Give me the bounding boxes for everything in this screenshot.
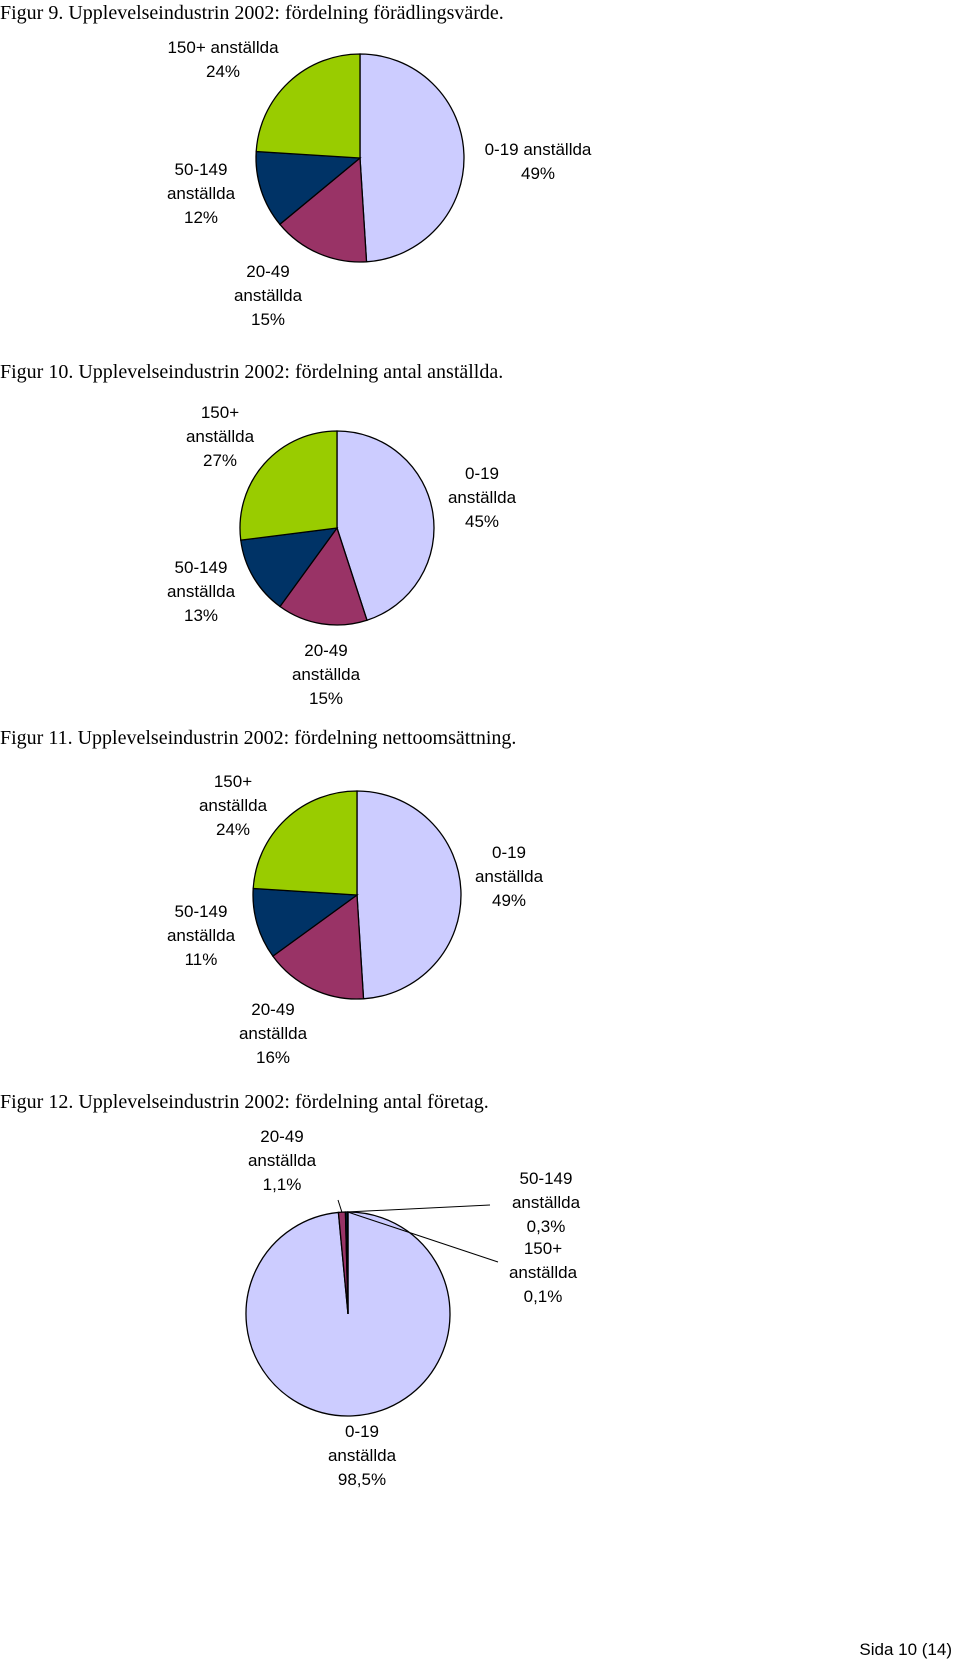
slice-value: 49% xyxy=(491,891,527,910)
chart-title: Figur 9. Upplevelseindustrin 2002: förde… xyxy=(0,2,504,24)
slice-category: 50-149 anställda xyxy=(511,1169,581,1212)
pie-slice xyxy=(278,156,368,263)
slice-label: 150+ anställda 24% xyxy=(188,770,278,842)
slice-category: 50-149 anställda xyxy=(166,160,236,203)
slice-label: 20-49 anställda 1,1% xyxy=(237,1125,327,1197)
leader-line xyxy=(347,1211,499,1263)
slice-label: 150+ anställda 24% xyxy=(138,36,308,84)
slice-value: 1,1% xyxy=(262,1175,302,1194)
pie-slice xyxy=(255,53,361,159)
pie-slice xyxy=(252,790,358,896)
slice-category: 150+ anställda xyxy=(167,38,279,57)
slice-label: 0-19 anställda 45% xyxy=(437,462,527,534)
pie-slice xyxy=(255,150,362,226)
slice-value: 11% xyxy=(184,950,218,969)
slice-category: 20-49 anställda xyxy=(247,1127,317,1170)
slice-value: 27% xyxy=(202,451,238,470)
pie-slice xyxy=(359,53,465,263)
slice-category: 20-49 anställda xyxy=(238,1000,308,1043)
chart-title: Figur 12. Upplevelseindustrin 2002: förd… xyxy=(0,1091,489,1113)
slice-label: 50-149 anställda 11% xyxy=(156,900,246,972)
slice-value: 13% xyxy=(183,606,219,625)
slice-label: 50-149 anställda 13% xyxy=(156,556,246,628)
slice-label: 20-49 anställda 16% xyxy=(228,998,318,1070)
slice-category: 0-19 anställda xyxy=(447,464,517,507)
pie-slice xyxy=(346,1211,349,1315)
slice-category: 150+ anställda xyxy=(198,772,268,815)
slice-label: 20-49 anställda 15% xyxy=(281,639,371,711)
slice-label: 0-19 anställda 98,5% xyxy=(317,1420,407,1492)
pie-slice xyxy=(271,893,365,1000)
slice-label: 50-149 anställda 0,3% xyxy=(501,1167,591,1239)
slice-label: 50-149 anställda 12% xyxy=(156,158,246,230)
slice-value: 16% xyxy=(255,1048,291,1067)
slice-value: 0,3% xyxy=(526,1217,566,1236)
pie-slice xyxy=(239,430,338,541)
slice-value: 49% xyxy=(520,164,556,183)
slice-label: 150+ anställda 27% xyxy=(175,401,265,473)
slice-value: 15% xyxy=(308,689,344,708)
slice-category: 150+ anställda xyxy=(508,1239,578,1282)
slice-value: 12% xyxy=(183,208,219,227)
leader-line xyxy=(346,1204,491,1213)
slice-value: 24% xyxy=(215,820,251,839)
pie-slice xyxy=(336,430,435,622)
leader-line xyxy=(337,1199,343,1213)
page-footer: Sida 10 (14) xyxy=(859,1640,952,1659)
chart-title: Figur 10. Upplevelseindustrin 2002: förd… xyxy=(0,361,504,383)
pie-slice xyxy=(252,887,359,958)
slice-category: 20-49 anställda xyxy=(291,641,361,684)
slice-category: 0-19 anställda xyxy=(474,843,544,886)
slice-label: 20-49 anställda 15% xyxy=(223,260,313,332)
slice-category: 50-149 anställda xyxy=(166,558,236,601)
slice-category: 150+ anställda xyxy=(185,403,255,446)
slice-value: 45% xyxy=(464,512,500,531)
slice-label: 0-19 anställda 49% xyxy=(453,138,623,186)
slice-value: 24% xyxy=(205,62,241,81)
pie-slice xyxy=(279,526,368,626)
slice-label: 150+ anställda 0,1% xyxy=(498,1237,588,1309)
slice-value: 98,5% xyxy=(337,1470,387,1489)
pie-slice xyxy=(356,790,462,1000)
slice-category: 20-49 anställda xyxy=(233,262,303,305)
slice-category: 50-149 anställda xyxy=(166,902,236,945)
slice-value: 0,1% xyxy=(523,1287,563,1306)
chart-title: Figur 11. Upplevelseindustrin 2002: förd… xyxy=(0,727,517,749)
slice-value: 15% xyxy=(250,310,286,329)
slice-label: 0-19 anställda 49% xyxy=(464,841,554,913)
slice-category: 0-19 anställda xyxy=(484,140,592,159)
pie-slice xyxy=(240,527,339,608)
slice-category: 0-19 anställda xyxy=(327,1422,397,1465)
